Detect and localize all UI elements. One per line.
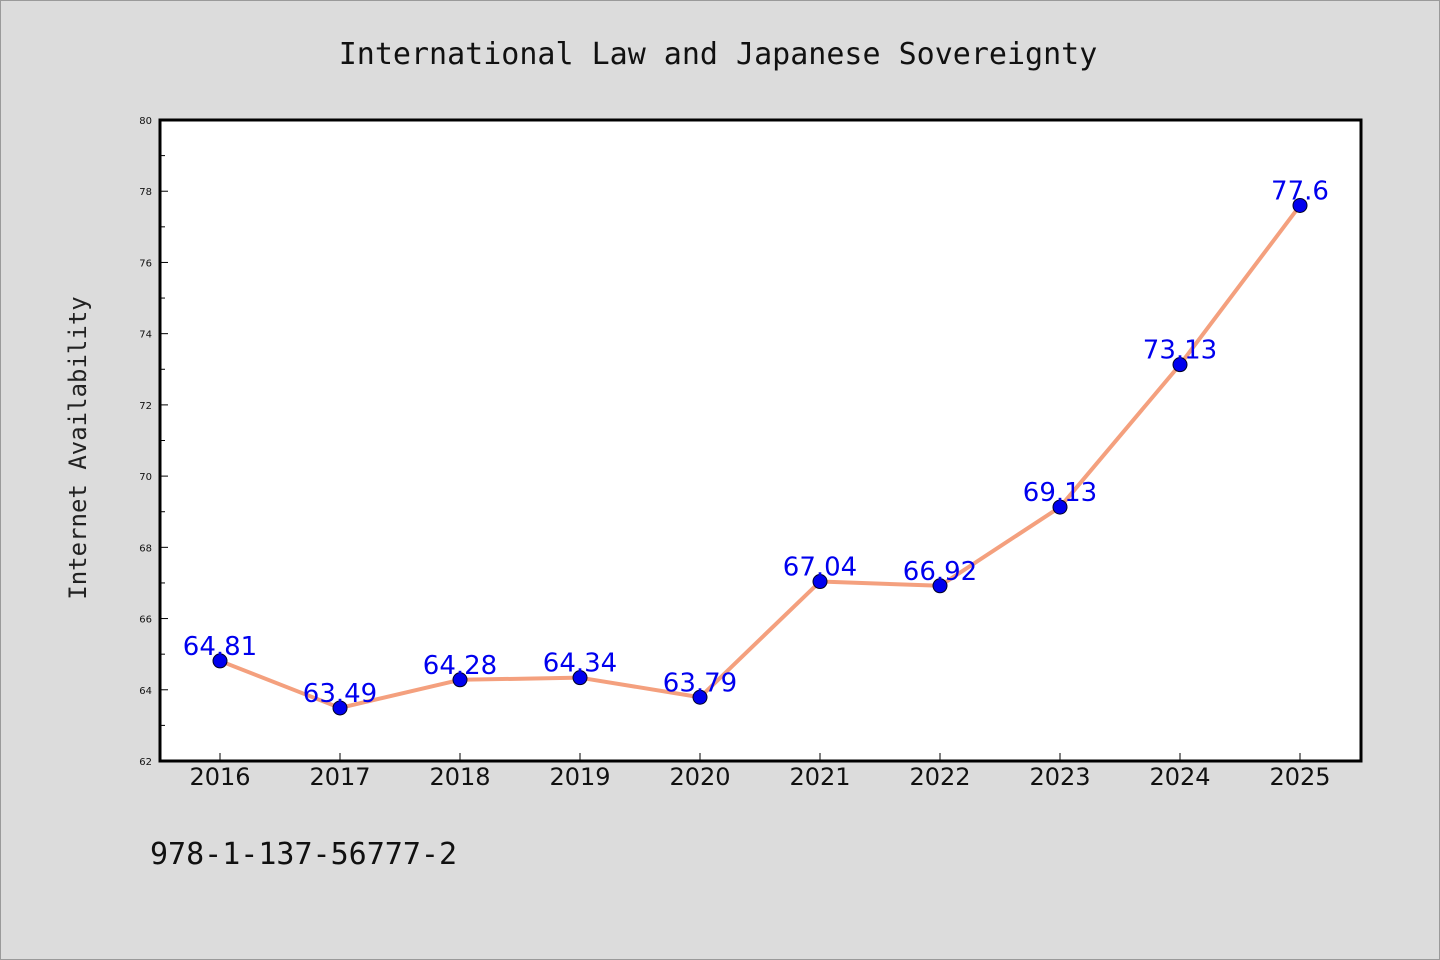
y-tick-label: 62 — [139, 757, 152, 768]
data-point — [452, 672, 468, 688]
data-point — [212, 653, 228, 669]
y-axis-label: Internet Availability — [64, 296, 92, 599]
data-point — [932, 578, 948, 594]
y-tick-label: 72 — [139, 401, 152, 412]
x-tick-label: 2024 — [1149, 763, 1210, 791]
x-tick-label: 2016 — [189, 763, 250, 791]
data-label: 63.49 — [303, 679, 377, 709]
data-label: 69.13 — [1023, 478, 1097, 508]
plot-area — [160, 120, 1361, 761]
y-tick-label: 78 — [139, 187, 152, 198]
x-tick-label: 2017 — [309, 763, 370, 791]
series-layer — [212, 197, 1308, 716]
data-point — [332, 700, 348, 716]
data-point — [692, 689, 708, 705]
data-label: 64.34 — [543, 649, 617, 679]
x-tick-label: 2018 — [429, 763, 490, 791]
data-label: 64.81 — [183, 632, 257, 662]
x-axis: 2016 2017 2018 2019 2020 2021 2022 2023 2024 2025 — [189, 753, 1331, 791]
y-tick-label: 74 — [139, 330, 152, 341]
data-label: 73.13 — [1143, 336, 1217, 366]
y-tick-label: 66 — [139, 615, 152, 626]
data-label: 63.79 — [663, 668, 737, 698]
x-tick-label: 2020 — [669, 763, 730, 791]
data-label: 66.92 — [903, 557, 977, 587]
y-tick-label: 80 — [139, 116, 152, 127]
data-labels: 64.81 63.49 64.28 64.34 63.79 67.04 66.92 69.13… — [183, 176, 1329, 708]
x-tick-label: 2019 — [549, 763, 610, 791]
plot-border — [158, 118, 1363, 763]
data-label: 67.04 — [783, 553, 857, 583]
y-tick-label: 76 — [139, 258, 152, 269]
y-tick-label: 68 — [139, 543, 152, 554]
x-tick-label: 2023 — [1029, 763, 1090, 791]
chart-title: International Law and Japanese Sovereign… — [339, 37, 1098, 72]
y-tick-label: 64 — [139, 686, 152, 697]
data-point — [812, 574, 828, 590]
data-label: 64.28 — [423, 651, 497, 681]
series-line — [219, 204, 1302, 710]
x-tick-label: 2025 — [1269, 763, 1330, 791]
data-label: 77.6 — [1271, 176, 1329, 206]
isbn-text: 978-1-137-56777-2 — [150, 837, 457, 872]
x-tick-label: 2021 — [789, 763, 850, 791]
data-point — [1172, 357, 1188, 373]
y-tick-label: 70 — [139, 472, 152, 483]
data-point — [1292, 197, 1308, 213]
data-point — [572, 670, 588, 686]
data-point — [1052, 499, 1068, 515]
x-tick-label: 2022 — [909, 763, 970, 791]
